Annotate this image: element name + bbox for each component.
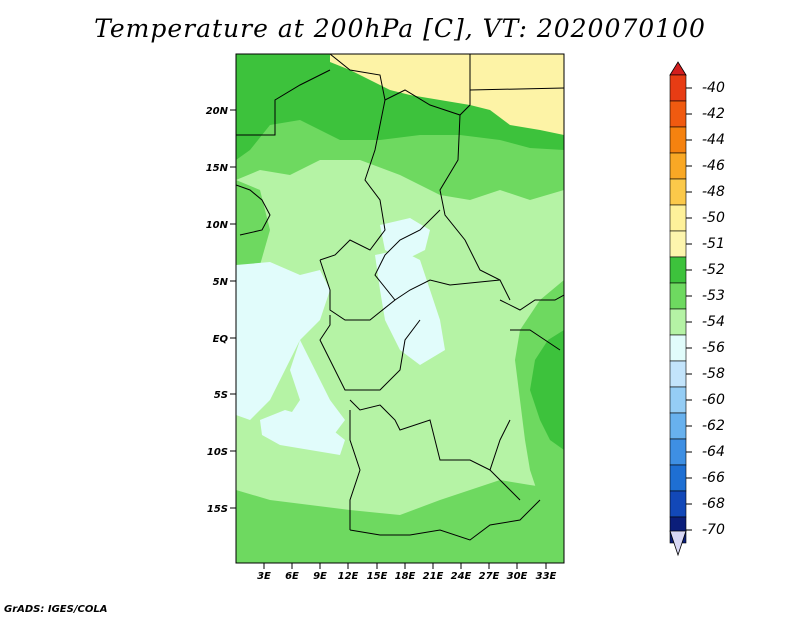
colorbar-label: -56 [702,340,725,356]
lon-label: 3E [257,571,271,582]
region-cyan-54-southwest [260,410,345,455]
colorbar-label: -48 [702,184,725,200]
region-cyan-54-central2 [375,250,445,365]
colorbar-bin [669,308,687,336]
lon-label: 27E [479,571,500,582]
lon-label: 18E [395,571,416,582]
colorbar-label: -70 [702,522,725,538]
lat-label: 20N [206,106,229,117]
colorbar-bin [669,464,687,492]
lon-axis: 3E 6E 9E 12E 15E 18E 21E 24E 27E 30E 33E [257,563,557,582]
colorbar-bin [669,386,687,414]
lon-label: 33E [536,571,557,582]
colorbar-bin [669,126,687,154]
colorbar: -40 -42 -44 -46 -48 -50 -51 -52 -53 -54 -56 -58 -60 -… [669,61,725,557]
colorbar-bin [669,74,687,102]
colorbar-top-arrow [669,61,687,76]
colorbar-bin [669,256,687,284]
colorbar-label: -51 [702,236,725,252]
colorbar-label: -60 [702,392,725,408]
lon-label: 24E [451,571,472,582]
colorbar-bin [669,334,687,362]
map-title: Temperature at 200hPa [C], VT: 202007010… [94,14,706,43]
colorbar-label: -54 [702,314,725,330]
lon-label: 6E [285,571,299,582]
colorbar-label: -44 [702,132,725,148]
colorbar-label: -58 [702,366,725,382]
region-green-52-west [236,180,270,270]
colorbar-label: -68 [702,496,725,512]
colorbar-label: -52 [702,262,725,278]
lat-label: 10S [207,447,228,458]
temperature-field [236,54,564,563]
colorbar-bins [669,74,687,544]
colorbar-labels: -40 -42 -44 -46 -48 -50 -51 -52 -53 -54 -56 -58 -60 -… [686,80,725,538]
region-cyan-54-central [380,218,430,260]
colorbar-bin [669,230,687,258]
lat-label: 5N [213,277,229,288]
colorbar-bin [669,412,687,440]
map-frame [235,53,565,564]
colorbar-label: -64 [702,444,725,460]
colorbar-bin [669,100,687,128]
lat-label: 15N [206,163,229,174]
lon-label: 9E [313,571,327,582]
colorbar-bin [669,490,687,518]
colorbar-label: -46 [702,158,725,174]
lat-label: EQ [213,334,229,345]
colorbar-bin [669,282,687,310]
colorbar-label: -42 [702,106,725,122]
colorbar-label: -50 [702,210,725,226]
colorbar-bottom-arrow [669,530,687,557]
colorbar-bin [669,438,687,466]
colorbar-bin [669,204,687,232]
colorbar-bin [669,360,687,388]
colorbar-label: -53 [702,288,725,304]
lat-axis: 20N 15N 10N 5N EQ 5S 10S 15S [206,106,236,515]
lat-label: 10N [206,220,229,231]
lon-label: 15E [367,571,388,582]
region-cyan-54-west [236,262,345,445]
lon-label: 30E [507,571,528,582]
lon-label: 12E [338,571,359,582]
colorbar-label: -62 [702,418,725,434]
colorbar-label: -40 [702,80,725,96]
country-borders [236,54,564,541]
colorbar-label: -66 [702,470,725,486]
lat-label: 5S [214,390,228,401]
region-yellow-50-north [330,54,564,135]
colorbar-bin [669,152,687,180]
colorbar-bin [669,178,687,206]
region-green-51-east [530,330,564,450]
lat-label: 15S [207,504,228,515]
grads-credit: GrADS: IGES/COLA [4,604,108,615]
region-green-52-south [236,480,564,563]
lon-label: 21E [423,571,444,582]
